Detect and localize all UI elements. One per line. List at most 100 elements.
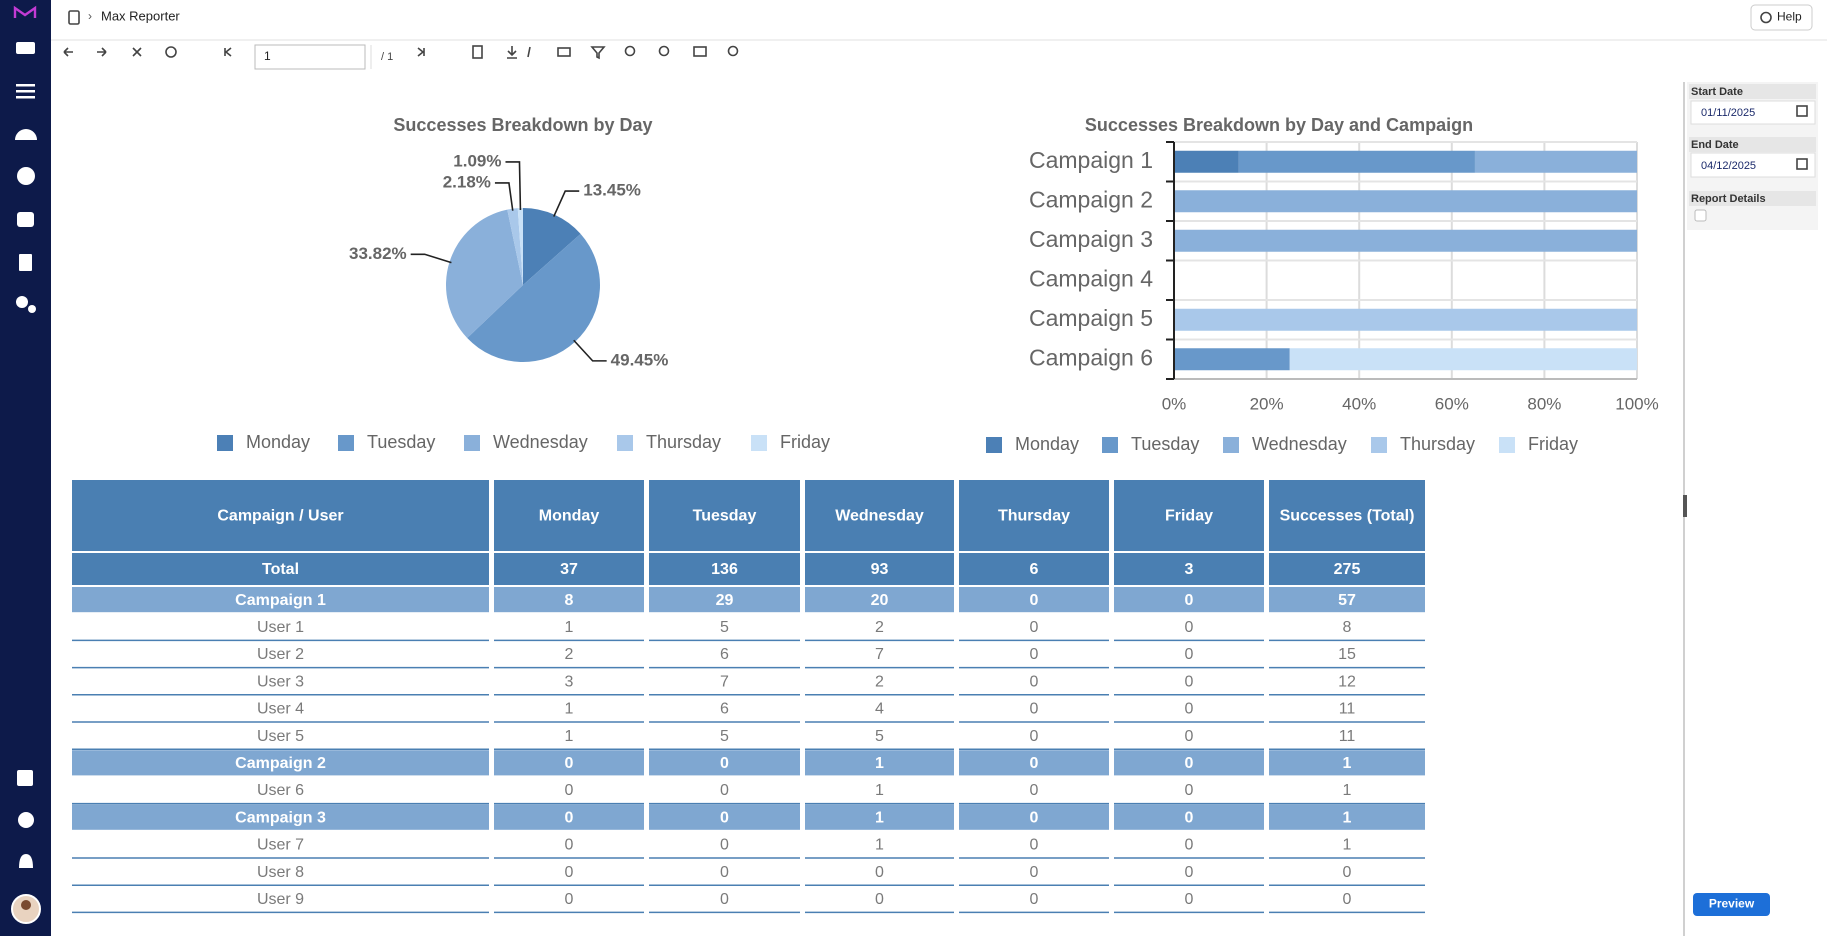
table-cell-text: Total bbox=[262, 561, 299, 578]
bar-segment bbox=[1289, 348, 1637, 371]
table-cell-text: User 8 bbox=[257, 864, 304, 881]
nav-icon[interactable] bbox=[17, 770, 33, 786]
y-tick-label: Campaign 5 bbox=[1029, 305, 1153, 331]
data-label: 13.45% bbox=[583, 181, 641, 200]
preview-label[interactable]: Preview bbox=[1709, 897, 1755, 911]
legend-swatch bbox=[986, 437, 1002, 453]
view-button[interactable] bbox=[693, 46, 707, 57]
table-cell-text: 93 bbox=[871, 561, 889, 578]
table-cell-text: 0 bbox=[565, 864, 574, 881]
page-title: Max Reporter bbox=[101, 8, 180, 23]
table-cell-text: 2 bbox=[565, 646, 574, 663]
redo-button[interactable] bbox=[97, 47, 107, 57]
last-page-button[interactable] bbox=[417, 47, 425, 57]
table-cell-text: 0 bbox=[1030, 619, 1039, 636]
y-tick-label: Campaign 1 bbox=[1029, 147, 1153, 173]
table-cell-text: 5 bbox=[720, 728, 729, 745]
table-cell-text: 0 bbox=[720, 864, 729, 881]
calendar-icon[interactable] bbox=[1796, 158, 1808, 170]
table-cell bbox=[959, 750, 1109, 776]
filter-button[interactable] bbox=[590, 46, 606, 60]
end-date-value[interactable]: 04/12/2025 bbox=[1701, 160, 1756, 172]
table-cell bbox=[494, 750, 644, 776]
table-cell-text: 57 bbox=[1338, 592, 1356, 609]
nav-icon[interactable] bbox=[16, 296, 28, 308]
export-button[interactable] bbox=[507, 46, 531, 59]
table-cell bbox=[959, 480, 1109, 551]
table-cell-text: 1 bbox=[1343, 782, 1352, 799]
nav-icon[interactable] bbox=[19, 854, 33, 868]
table-cell-text: 0 bbox=[565, 891, 574, 908]
print-button[interactable] bbox=[557, 47, 571, 57]
end-date-input[interactable] bbox=[1690, 152, 1816, 178]
legend-swatch bbox=[1499, 437, 1515, 453]
table-cell bbox=[805, 804, 954, 830]
start-date-input[interactable] bbox=[1690, 100, 1816, 125]
table-cell-text: 0 bbox=[875, 891, 884, 908]
table-cell-text: 1 bbox=[875, 809, 884, 826]
table-cell-text: 3 bbox=[565, 673, 574, 690]
table-cell-text: User 2 bbox=[257, 646, 304, 663]
table-cell-text: 15 bbox=[1338, 646, 1356, 663]
x-tick-label: 40% bbox=[1342, 394, 1376, 413]
report-icon bbox=[68, 10, 80, 25]
nav-icon[interactable] bbox=[28, 305, 36, 313]
table-cell bbox=[72, 587, 489, 613]
column-header: Successes (Total) bbox=[1280, 508, 1415, 525]
nav-icon[interactable] bbox=[16, 84, 35, 99]
bar-segment bbox=[1174, 190, 1637, 213]
table-cell-text: 0 bbox=[1030, 864, 1039, 881]
table-cell-text: 29 bbox=[716, 592, 734, 609]
page-input[interactable] bbox=[254, 44, 366, 70]
param-label: Report Details bbox=[1691, 193, 1766, 205]
table-cell-text: 6 bbox=[1030, 561, 1039, 578]
leader-line bbox=[553, 190, 580, 217]
start-date-value[interactable]: 01/11/2025 bbox=[1701, 107, 1755, 119]
table-cell-text: 0 bbox=[1030, 646, 1039, 663]
legend-label: Thursday bbox=[1400, 434, 1475, 454]
table-cell bbox=[805, 587, 954, 613]
help-button[interactable] bbox=[1750, 4, 1813, 31]
table-cell-text: 0 bbox=[1185, 728, 1194, 745]
nav-icon[interactable] bbox=[17, 212, 34, 227]
nav-icon[interactable] bbox=[16, 42, 35, 54]
table-cell-text: User 7 bbox=[257, 837, 304, 854]
legend-swatch bbox=[338, 435, 354, 451]
table-cell-text: 37 bbox=[560, 561, 578, 578]
legend-label: Friday bbox=[1528, 434, 1578, 454]
nav-icon[interactable] bbox=[18, 812, 34, 828]
details-checkbox[interactable] bbox=[1694, 209, 1707, 222]
nav-icon[interactable] bbox=[15, 129, 37, 140]
table-cell bbox=[72, 480, 489, 551]
help-label[interactable]: Help bbox=[1777, 10, 1802, 24]
nav-icon[interactable] bbox=[17, 167, 35, 185]
table-cell bbox=[959, 553, 1109, 585]
search-button[interactable] bbox=[727, 45, 739, 57]
nav-icon[interactable] bbox=[19, 254, 32, 271]
table-cell-text: 0 bbox=[875, 864, 884, 881]
table-cell-text: Campaign 3 bbox=[235, 809, 326, 826]
splitter-handle[interactable] bbox=[1683, 495, 1687, 517]
new-button[interactable] bbox=[472, 45, 483, 59]
calendar-icon[interactable] bbox=[1796, 105, 1808, 117]
leader-line bbox=[410, 253, 452, 264]
table-cell-text: User 5 bbox=[257, 728, 304, 745]
logo[interactable] bbox=[13, 5, 37, 18]
table-cell bbox=[649, 587, 800, 613]
cancel-button[interactable] bbox=[132, 47, 142, 57]
zoom-out-button[interactable] bbox=[658, 45, 670, 57]
table-cell-text: 0 bbox=[1185, 782, 1194, 799]
page-number[interactable]: 1 bbox=[264, 49, 271, 63]
x-tick-label: 80% bbox=[1527, 394, 1561, 413]
table-cell-text: User 3 bbox=[257, 673, 304, 690]
preview-button[interactable] bbox=[1693, 893, 1770, 916]
first-page-button[interactable] bbox=[224, 47, 232, 57]
legend-label: Monday bbox=[1015, 434, 1079, 454]
table-cell-text: 0 bbox=[1030, 701, 1039, 718]
x-tick-label: 60% bbox=[1435, 394, 1469, 413]
table-cell-text: 0 bbox=[565, 809, 574, 826]
table-cell bbox=[805, 553, 954, 585]
refresh-button[interactable] bbox=[165, 46, 177, 58]
undo-button[interactable] bbox=[63, 47, 73, 57]
zoom-in-button[interactable] bbox=[624, 45, 636, 57]
